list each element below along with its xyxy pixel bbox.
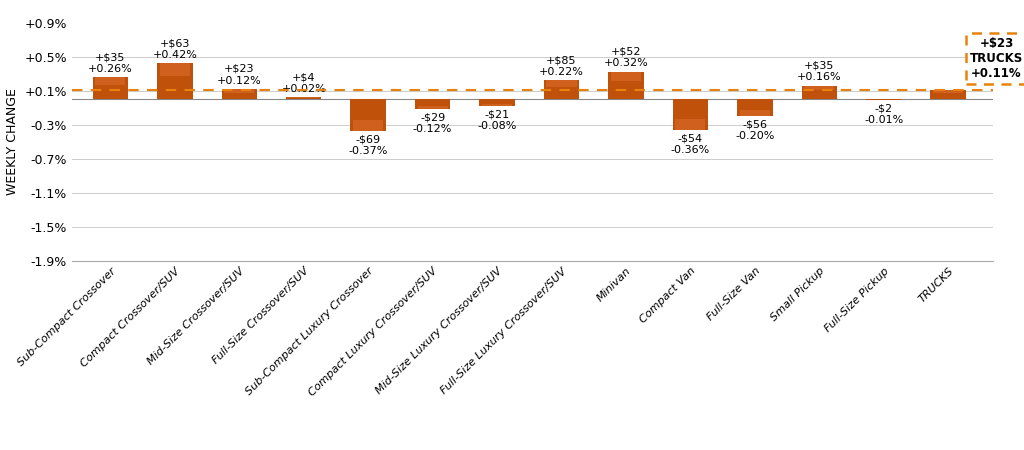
Bar xyxy=(418,106,447,109)
Bar xyxy=(353,120,383,130)
Bar xyxy=(224,89,254,93)
Text: +$23
TRUCKS
+0.11%: +$23 TRUCKS +0.11% xyxy=(970,37,1023,80)
Bar xyxy=(673,99,709,130)
Bar xyxy=(675,119,706,130)
Bar xyxy=(547,81,577,87)
Text: +$23
+0.12%: +$23 +0.12% xyxy=(217,64,261,86)
Text: -$2
-0.01%: -$2 -0.01% xyxy=(864,104,903,125)
Bar xyxy=(544,81,580,99)
Text: +$63
+0.42%: +$63 +0.42% xyxy=(153,38,198,60)
Bar xyxy=(221,89,257,99)
Bar xyxy=(157,63,193,99)
Text: +$35
+0.26%: +$35 +0.26% xyxy=(88,52,133,74)
Bar xyxy=(286,98,322,99)
Text: -$21
-0.08%: -$21 -0.08% xyxy=(477,109,517,131)
Text: -$56
-0.20%: -$56 -0.20% xyxy=(735,120,774,141)
Bar xyxy=(482,104,512,106)
Bar xyxy=(415,99,451,109)
Bar xyxy=(611,72,641,81)
Bar xyxy=(866,99,901,100)
Bar xyxy=(931,90,966,99)
Text: +$35
+0.16%: +$35 +0.16% xyxy=(797,60,842,82)
Bar xyxy=(802,86,837,99)
Bar xyxy=(933,90,964,93)
Text: +$85
+0.22%: +$85 +0.22% xyxy=(539,55,584,77)
Bar xyxy=(804,86,835,90)
Bar xyxy=(737,99,772,116)
Bar xyxy=(479,99,515,106)
Bar xyxy=(95,77,125,85)
Text: +$4
+0.02%: +$4 +0.02% xyxy=(282,72,326,94)
Bar xyxy=(608,72,644,99)
Text: -$69
-0.37%: -$69 -0.37% xyxy=(348,134,388,156)
Bar xyxy=(739,110,770,116)
Y-axis label: WEEKLY CHANGE: WEEKLY CHANGE xyxy=(6,88,18,195)
Bar xyxy=(92,77,128,99)
Text: -$54
-0.36%: -$54 -0.36% xyxy=(671,133,710,155)
Text: -$29
-0.12%: -$29 -0.12% xyxy=(413,113,453,135)
Bar xyxy=(350,99,386,130)
Bar xyxy=(160,63,189,76)
Text: +$52
+0.32%: +$52 +0.32% xyxy=(603,47,648,68)
